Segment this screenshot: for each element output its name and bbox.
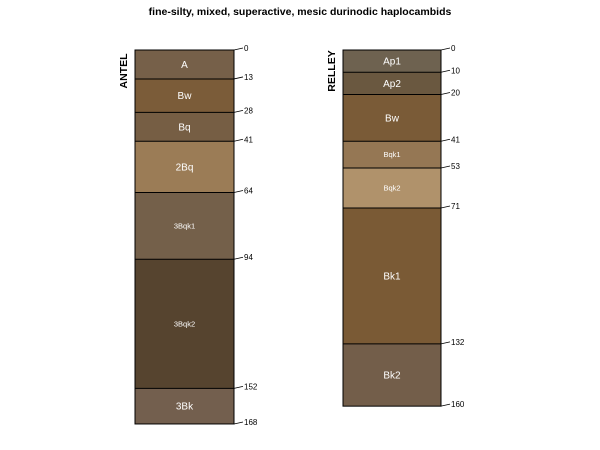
horizon-bqk1	[343, 141, 441, 168]
depth-tick	[233, 190, 244, 193]
depth-label: 0	[451, 44, 456, 53]
depth-tick	[233, 421, 244, 425]
depth-label: 41	[451, 135, 460, 144]
horizon-bw	[343, 94, 441, 142]
depth-tick	[233, 385, 244, 389]
depth-label: 10	[451, 66, 460, 75]
horizon-3bqk1	[135, 192, 234, 260]
horizon-label: Bw	[385, 113, 400, 124]
depth-tick	[440, 341, 451, 345]
depth-label: 152	[244, 382, 258, 391]
profile-name: RELLEY	[326, 50, 338, 91]
depth-label: 53	[451, 162, 460, 171]
depth-label: 28	[244, 106, 253, 115]
depth-tick	[233, 256, 244, 260]
depth-tick	[233, 109, 244, 113]
horizon-ap1	[343, 50, 441, 73]
horizon-ap2	[343, 72, 441, 95]
horizon-label: Bqk1	[383, 150, 400, 159]
horizon-3bk	[135, 388, 234, 424]
depth-label: 94	[244, 253, 253, 262]
horizon-3bqk2	[135, 259, 234, 389]
horizon-bk2	[343, 343, 441, 407]
horizon-bk1	[343, 208, 441, 344]
depth-tick	[233, 47, 244, 51]
horizon-label: A	[181, 60, 188, 71]
depth-label: 132	[451, 338, 465, 347]
horizon-label: Ap2	[383, 79, 401, 90]
depth-tick	[440, 205, 451, 209]
horizon-bw	[135, 78, 234, 113]
profiles-group: ANTEL A Bw Bq 2Bq 3Bqk1 3Bqk2 3Bk 0 13 28 41 64 94 152…	[118, 44, 465, 427]
horizon-label: Bk2	[383, 370, 401, 381]
depth-tick	[440, 138, 451, 142]
horizon-label: Bw	[178, 91, 193, 102]
horizon-label: Bq	[178, 122, 190, 133]
depth-label: 0	[244, 44, 249, 53]
horizon-label: 2Bq	[176, 162, 194, 173]
profile-name: ANTEL	[118, 53, 130, 89]
depth-tick	[440, 92, 451, 95]
depth-label: 71	[451, 202, 460, 211]
depth-tick	[233, 138, 244, 142]
depth-tick	[440, 47, 451, 51]
depth-label: 20	[451, 89, 460, 98]
horizon-label: 3Bk	[176, 402, 194, 413]
depth-label: 168	[244, 418, 258, 427]
profile-antel: ANTEL A Bw Bq 2Bq 3Bqk1 3Bqk2 3Bk 0 13 28 41 64 94 152…	[118, 44, 258, 427]
depth-label: 41	[244, 135, 253, 144]
depth-label: 160	[451, 400, 465, 409]
horizon-label: Ap1	[383, 57, 401, 68]
depth-tick	[440, 69, 451, 73]
horizon-label: 3Bqk1	[174, 221, 195, 230]
horizon-bqk2	[343, 167, 441, 209]
depth-label: 64	[244, 186, 253, 195]
horizon-label: Bk1	[383, 271, 401, 282]
horizon-bq	[135, 112, 234, 142]
horizon-2bq	[135, 141, 234, 193]
depth-tick	[440, 403, 451, 407]
horizon-label: Bqk2	[383, 184, 400, 193]
depth-label: 13	[244, 73, 253, 82]
figure-title: fine-silty, mixed, superactive, mesic du…	[149, 6, 452, 18]
profile-outline	[134, 49, 235, 425]
horizon-a	[135, 50, 234, 79]
profile-outline	[342, 49, 442, 407]
depth-tick	[233, 76, 244, 80]
depth-tick	[440, 165, 451, 169]
horizon-label: 3Bqk2	[174, 319, 195, 328]
profile-relley: RELLEY Ap1 Ap2 Bw Bqk1 Bqk2 Bk1 Bk2 0 10 20 41 53 71 1…	[326, 44, 465, 409]
